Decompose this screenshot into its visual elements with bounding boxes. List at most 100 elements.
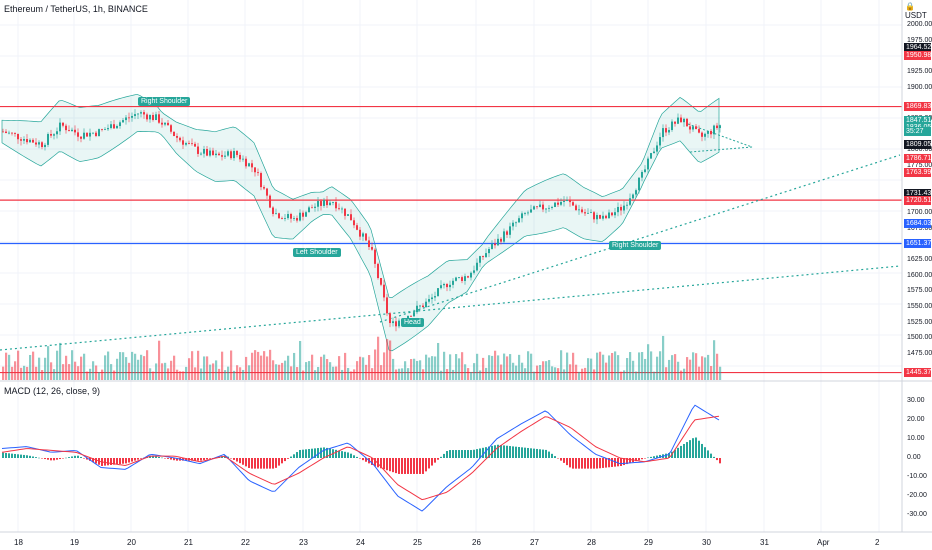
macd-hist-bar bbox=[701, 443, 703, 458]
volume-bar bbox=[212, 363, 215, 380]
candle-body bbox=[395, 321, 397, 327]
candle-body bbox=[650, 153, 652, 159]
candle-body bbox=[416, 305, 418, 313]
volume-bar bbox=[245, 356, 248, 380]
volume-bar bbox=[485, 367, 488, 380]
candle-body bbox=[230, 151, 232, 159]
macd-hist-bar bbox=[554, 456, 556, 458]
time-axis-label: Apr bbox=[817, 538, 830, 547]
price-badge: 1869.83 bbox=[904, 102, 932, 112]
macd-hist-bar bbox=[566, 458, 568, 466]
volume-bar bbox=[47, 346, 50, 380]
price-axis-label: 1975.00 bbox=[907, 36, 932, 44]
candle-body bbox=[269, 195, 271, 208]
bollinger-bands bbox=[1, 93, 720, 352]
volume-bar bbox=[584, 367, 587, 380]
trendline-neckline bbox=[379, 154, 901, 323]
price-badge: 1445.37 bbox=[904, 368, 932, 378]
volume-bar bbox=[140, 354, 143, 380]
macd-hist-bar bbox=[326, 447, 328, 458]
volume-bar bbox=[572, 352, 575, 380]
macd-hist-bar bbox=[593, 458, 595, 469]
volume-bar bbox=[710, 366, 713, 380]
candle-body bbox=[419, 305, 421, 307]
macd-hist-bar bbox=[170, 458, 172, 460]
macd-hist-bar bbox=[236, 458, 238, 462]
time-axis-label: 24 bbox=[356, 538, 365, 547]
volume-bar bbox=[317, 366, 320, 380]
macd-hist-bar bbox=[311, 448, 313, 458]
candle-body bbox=[506, 231, 508, 235]
volume-bar bbox=[314, 370, 317, 380]
macd-hist-bar bbox=[377, 458, 379, 468]
pattern-label-left-shoulder[interactable]: Left Shoulder bbox=[293, 248, 341, 257]
macd-hist-bar bbox=[173, 458, 175, 461]
macd-hist-bar bbox=[524, 447, 526, 458]
pattern-label-right-shoulder-right[interactable]: Right Shoulder bbox=[609, 241, 662, 250]
volume-bar bbox=[188, 358, 191, 380]
macd-hist-bar bbox=[461, 450, 463, 458]
candle-body bbox=[80, 136, 82, 139]
volume-bars bbox=[2, 335, 722, 380]
candle-body bbox=[701, 132, 703, 137]
volume-bar bbox=[596, 352, 599, 380]
candle-body bbox=[437, 288, 439, 297]
volume-bar bbox=[698, 366, 701, 380]
candle-body bbox=[344, 208, 346, 216]
candle-body bbox=[320, 201, 322, 206]
volume-bar bbox=[101, 369, 104, 380]
macd-hist-bar bbox=[230, 458, 232, 459]
candle-body bbox=[362, 233, 364, 237]
candle-body bbox=[713, 125, 715, 135]
macd-hist-bar bbox=[380, 458, 382, 469]
macd-hist-bar bbox=[551, 453, 553, 458]
macd-hist-bar bbox=[95, 458, 97, 464]
volume-bar bbox=[548, 360, 551, 380]
time-axis-label: 23 bbox=[299, 538, 308, 547]
macd-hist-bar bbox=[65, 457, 67, 459]
currency-badge[interactable]: 🔒 USDT bbox=[905, 2, 932, 20]
macd-hist-bar bbox=[431, 458, 433, 466]
volume-bar bbox=[59, 342, 62, 380]
macd-hist-bar bbox=[479, 448, 481, 458]
macd-hist-bar bbox=[53, 458, 55, 461]
volume-bar bbox=[269, 349, 272, 380]
candle-body bbox=[518, 218, 520, 223]
macd-hist-bar bbox=[113, 458, 115, 465]
macd-hist-bar bbox=[635, 458, 637, 462]
pattern-label-right-shoulder-left[interactable]: Right Shoulder bbox=[138, 97, 191, 106]
price-axis-label: 2000.00 bbox=[907, 21, 932, 28]
macd-title[interactable]: MACD (12, 26, close, 9) bbox=[4, 386, 101, 396]
pattern-label-head[interactable]: Head bbox=[401, 318, 424, 327]
macd-hist-bar bbox=[209, 458, 211, 459]
time-axis-label: 21 bbox=[184, 538, 193, 547]
macd-hist-bar bbox=[650, 456, 652, 458]
candle-body bbox=[413, 312, 415, 317]
volume-bar bbox=[380, 365, 383, 380]
macd-hist-bar bbox=[542, 449, 544, 458]
candle-body bbox=[626, 204, 628, 206]
volume-bar bbox=[377, 336, 380, 380]
volume-bar bbox=[620, 371, 623, 380]
candle-body bbox=[674, 121, 676, 124]
volume-bar bbox=[632, 360, 635, 380]
volume-bar bbox=[143, 356, 146, 380]
symbol-title[interactable]: Ethereum / TetherUS, 1h, BINANCE bbox=[4, 4, 148, 14]
macd-hist-bar bbox=[302, 449, 304, 458]
volume-bar bbox=[578, 371, 581, 380]
volume-bar bbox=[659, 351, 662, 380]
macd-axis-label: -20.00 bbox=[907, 492, 927, 499]
candle-body bbox=[350, 214, 352, 221]
volume-bar bbox=[116, 358, 119, 380]
candle-body bbox=[563, 200, 565, 202]
candle-body bbox=[53, 134, 55, 136]
candle-body bbox=[536, 206, 538, 208]
volume-bar bbox=[482, 357, 485, 380]
price-axis-label: 1925.00 bbox=[907, 68, 932, 75]
candle-body bbox=[218, 153, 220, 156]
candle-body bbox=[479, 256, 481, 263]
price-badge: 1720.51 bbox=[904, 195, 932, 205]
candle-body bbox=[101, 129, 103, 130]
volume-bar bbox=[641, 352, 644, 380]
